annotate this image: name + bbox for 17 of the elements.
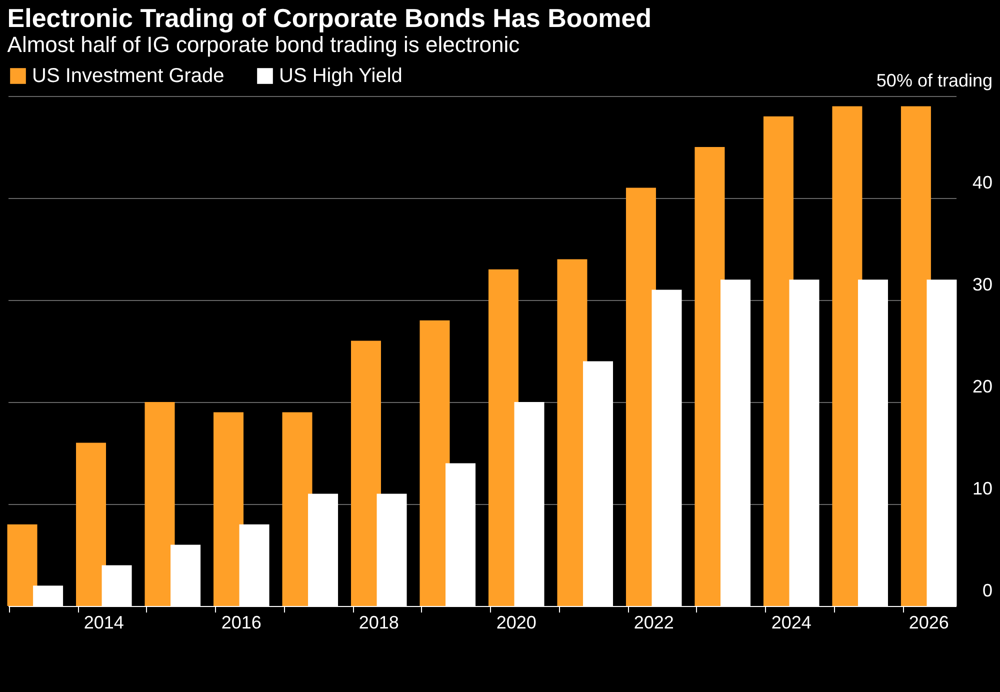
- x-tick-label: 2018: [358, 612, 399, 632]
- y-tick-label: 20: [972, 376, 992, 396]
- y-tick-label: 40: [972, 172, 992, 192]
- y-tick-label: 10: [972, 478, 992, 498]
- x-tick-label: 2014: [84, 612, 124, 632]
- chart-title: Electronic Trading of Corporate Bonds Has Boomed: [7, 3, 652, 33]
- x-tick-label: 2026: [908, 612, 949, 632]
- y-tick-label: 30: [972, 274, 992, 294]
- x-tick-label: 2022: [634, 612, 674, 632]
- legend-label: US High Yield: [279, 65, 402, 87]
- x-tick-label: 2020: [496, 612, 536, 632]
- y-tick-label: 0: [982, 580, 992, 600]
- y-tick-label: 50% of trading: [876, 70, 992, 90]
- chart-subtitle: Almost half of IG corporate bond trading is electronic: [7, 32, 520, 57]
- x-tick-label: 2016: [221, 612, 262, 632]
- x-tick-label: 2024: [771, 612, 812, 632]
- legend-label: US Investment Grade: [32, 65, 224, 87]
